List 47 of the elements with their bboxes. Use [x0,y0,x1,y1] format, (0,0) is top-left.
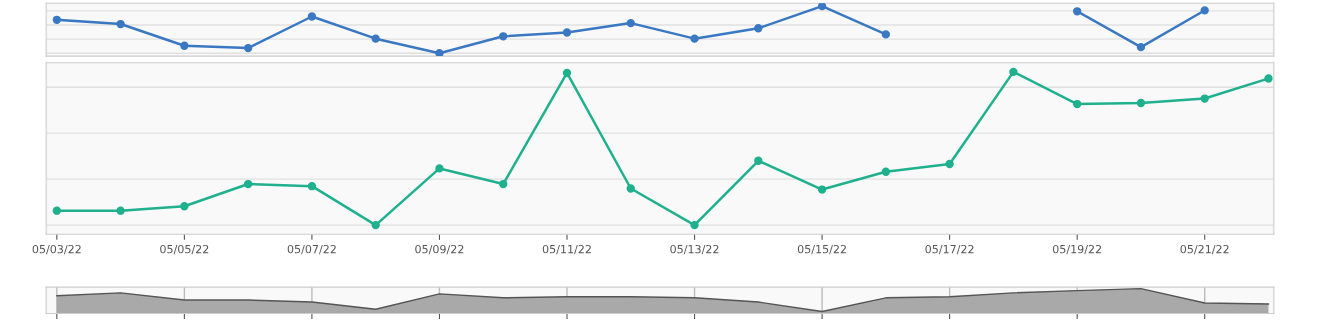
point [690,220,699,230]
point [1073,99,1082,109]
point [116,19,125,29]
point [817,185,827,194]
point [626,18,635,28]
point [499,32,508,41]
point [243,179,253,189]
x-tick-label: 05/21/22 [1180,244,1229,255]
point [1136,98,1146,108]
point [371,34,380,43]
point [371,220,380,230]
x-tick-label: 05/15/22 [797,244,846,255]
point [52,15,61,24]
x-tick-label: 05/17/22 [925,244,974,255]
point [307,12,317,21]
point [499,179,508,189]
point [180,41,189,50]
point [1073,7,1082,16]
point [562,68,572,78]
point [52,206,61,215]
point [1009,67,1018,77]
point [435,164,444,173]
point [817,3,827,11]
point [562,28,572,37]
point [435,49,444,57]
x-tick-label: 05/07/22 [287,244,336,255]
point [626,184,635,193]
point [690,34,699,43]
point [243,43,253,53]
x-tick-label: 05/09/22 [415,244,464,255]
point [754,156,763,165]
x-tick-label: 05/19/22 [1052,244,1102,255]
x-tick-label: 05/11/22 [542,244,591,255]
point [1264,74,1273,83]
point [180,202,189,211]
point [1200,6,1209,15]
x-tick-label: 05/13/22 [670,244,719,255]
point [881,167,891,176]
x-tick-label: 05/05/22 [160,244,209,255]
x-tick-label: 05/03/22 [32,244,81,255]
point [945,159,954,169]
point [754,24,763,33]
point [881,30,891,39]
point [1136,42,1146,52]
point [1200,94,1209,103]
point [307,182,317,191]
point [116,206,125,215]
